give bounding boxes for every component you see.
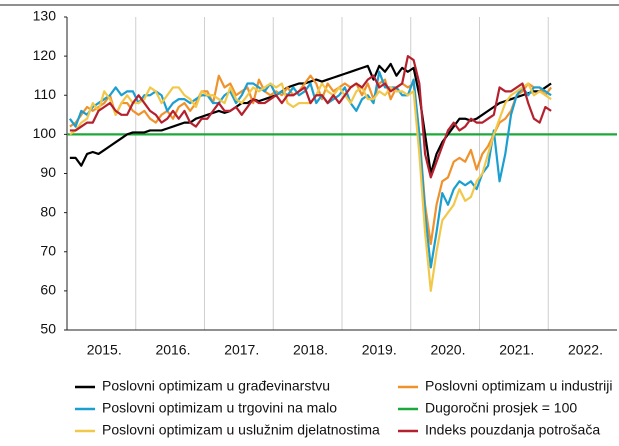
series-line bbox=[69, 74, 552, 246]
x-tick-label: 2020. bbox=[430, 342, 465, 358]
x-tick-label: 2022. bbox=[568, 342, 603, 358]
y-tick-label: 50 bbox=[40, 321, 56, 337]
y-tick-label: 80 bbox=[40, 203, 56, 219]
legend-label: Indeks pouzdanja potrošača bbox=[425, 422, 600, 438]
series-line bbox=[69, 82, 552, 292]
y-tick-label: 90 bbox=[40, 164, 56, 180]
x-tick-label: 2016. bbox=[155, 342, 190, 358]
x-tick-label: 2017. bbox=[224, 342, 259, 358]
y-tick-label: 130 bbox=[33, 8, 57, 24]
y-tick-label: 120 bbox=[33, 47, 57, 63]
series-line bbox=[69, 55, 552, 179]
y-tick-label: 110 bbox=[34, 86, 57, 102]
x-tick-label: 2018. bbox=[293, 342, 328, 358]
x-tick-label: 2015. bbox=[87, 342, 122, 358]
x-tick-label: 2019. bbox=[362, 342, 397, 358]
x-tick-label: 2021. bbox=[499, 342, 534, 358]
legend-label: Poslovni optimizam u uslužnim djelatnost… bbox=[102, 422, 380, 438]
legend-label: Poslovni optimizam u trgovini na malo bbox=[102, 400, 337, 416]
legend-label: Poslovni optimizam u građevinarstvu bbox=[102, 378, 330, 394]
y-tick-label: 70 bbox=[40, 242, 56, 258]
legend-label: Dugoročni prosjek = 100 bbox=[425, 400, 577, 416]
series-line bbox=[69, 62, 552, 175]
y-tick-label: 60 bbox=[40, 282, 56, 298]
legend-label: Poslovni optimizam u industriji bbox=[425, 378, 613, 394]
series-line bbox=[68, 70, 552, 269]
y-tick-label: 100 bbox=[33, 125, 57, 141]
